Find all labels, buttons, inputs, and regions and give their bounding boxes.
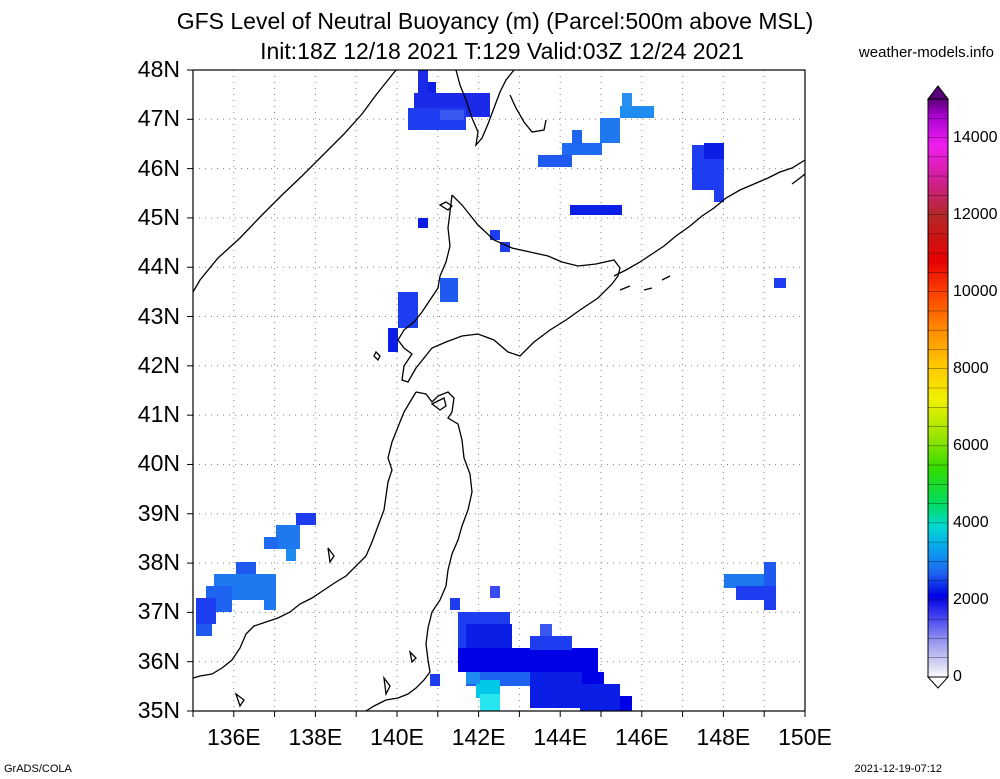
lon-label: 148E — [696, 724, 751, 750]
colorbar-label: 12000 — [953, 205, 998, 223]
lon-label: 146E — [614, 724, 669, 750]
lnb-area-okhotsk — [570, 205, 622, 215]
lat-label: 44N — [137, 253, 180, 280]
site-label: weather-models.info — [858, 44, 994, 61]
lat-label: 36N — [137, 647, 180, 674]
coast-sakhalin — [455, 70, 547, 148]
colorbar — [926, 85, 950, 689]
colorbar-label: 6000 — [953, 436, 989, 454]
colorbar-label: 2000 — [953, 590, 989, 608]
lon-label: 142E — [451, 724, 506, 750]
lat-label: 35N — [137, 697, 180, 723]
lon-label: 140E — [370, 724, 424, 750]
map-frame — [192, 69, 806, 712]
coastline — [193, 70, 805, 711]
coast-honshu — [193, 391, 473, 711]
lnb-field — [196, 70, 786, 711]
lat-label: 41N — [137, 401, 180, 428]
lnb-area-japan-sea — [196, 513, 316, 636]
lat-label: 46N — [137, 154, 180, 181]
lat-label: 48N — [137, 56, 180, 82]
coast-hokkaido — [397, 194, 621, 383]
lat-label: 40N — [137, 450, 180, 477]
lat-label: 42N — [137, 351, 180, 378]
lnb-area-pacific-south — [430, 612, 632, 711]
coast-mainland — [193, 70, 397, 293]
lon-label: 150E — [778, 724, 832, 750]
lat-label: 47N — [137, 105, 180, 132]
colorbar-label: 0 — [953, 668, 962, 685]
colorbar-label: 14000 — [953, 128, 998, 146]
coast-kurils — [613, 159, 805, 291]
lat-label: 37N — [137, 598, 180, 625]
lnb-area-tsugaru — [398, 292, 418, 328]
lnb-area-kurils — [538, 93, 654, 167]
lat-label: 39N — [137, 499, 180, 526]
footer-left: GrADS/COLA — [4, 763, 72, 775]
lon-label: 136E — [206, 724, 261, 750]
lat-label: 45N — [137, 203, 180, 230]
footer-right: 2021-12-19-07:12 — [854, 763, 942, 775]
colorbar-label: 4000 — [953, 513, 989, 531]
colorbar-label: 8000 — [953, 359, 989, 377]
map-subtitle: Init:18Z 12/18 2021 T:129 Valid:03Z 12/2… — [260, 38, 744, 64]
lon-label: 144E — [533, 724, 588, 750]
lnb-area-pacific-east — [724, 574, 776, 588]
lon-label: 138E — [288, 724, 343, 750]
colorbar-label: 10000 — [953, 282, 998, 300]
lat-label: 43N — [137, 302, 180, 329]
lat-label: 38N — [137, 549, 180, 576]
lnb-area-sakhalin — [408, 70, 490, 130]
map-title: GFS Level of Neutral Buoyancy (m) (Parce… — [176, 8, 814, 34]
